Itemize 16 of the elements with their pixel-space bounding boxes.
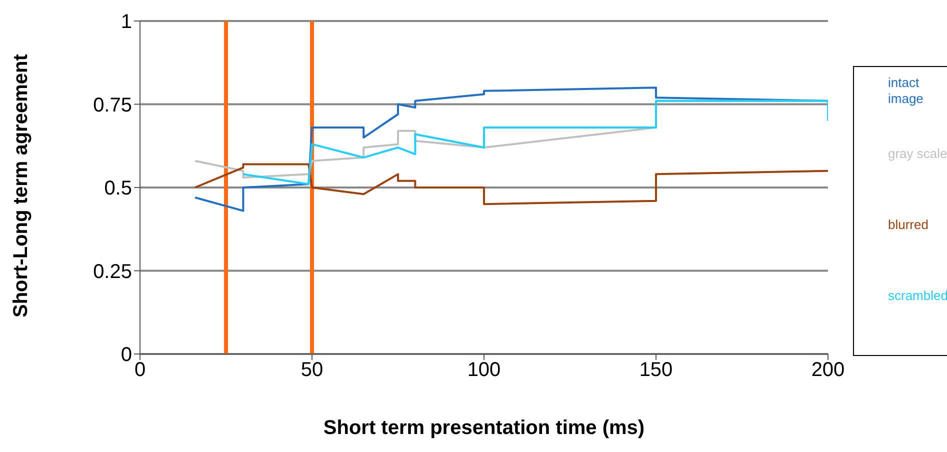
x-axis-title: Short term presentation time (ms) [323,417,645,439]
y-tick-label: 0.25 [93,260,132,283]
line-series [194,163,828,206]
y-tick-label: 1 [120,11,132,34]
x-tick-label: 150 [639,359,673,382]
text: scrambled [888,288,947,305]
text: intact image [888,75,924,108]
y-tick-label: 0.5 [104,178,132,200]
text: blurred [888,217,930,234]
y-axis-title: Short-Long term agreement [10,54,32,318]
text: gray scale [888,146,947,163]
y-tick-label: 0.75 [93,94,132,116]
x-tick-label: 200 [811,359,845,382]
x-tick-label: 100 [467,359,501,382]
y-tick-label: 0 [120,344,132,366]
x-tick-label: 50 [300,359,324,382]
